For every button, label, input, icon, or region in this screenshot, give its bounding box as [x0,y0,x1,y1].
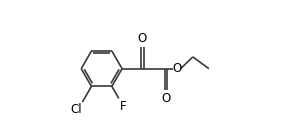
Text: F: F [120,100,126,113]
Text: Cl: Cl [70,103,81,116]
Text: O: O [161,92,171,105]
Text: O: O [138,32,147,45]
Text: O: O [172,62,181,75]
